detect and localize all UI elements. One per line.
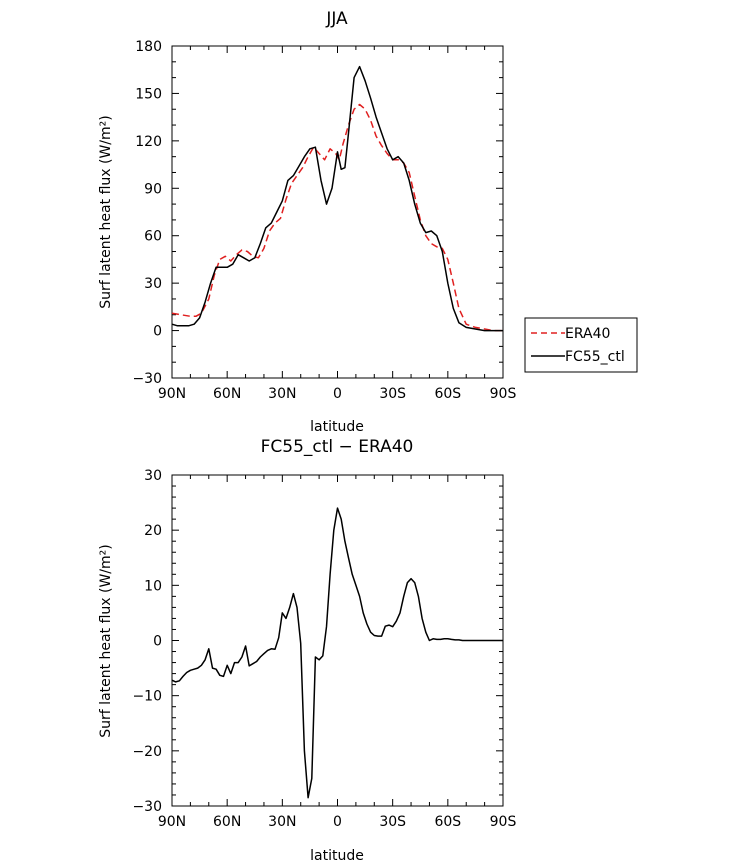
legend-label-fc55-ctl: FC55_ctl (565, 349, 625, 365)
bottom-chart-x-axis-label: latitude (310, 848, 364, 864)
top-y-tick-label: 60 (144, 229, 162, 245)
bottom-x-tick-label: 30N (268, 814, 296, 830)
top-x-tick-label: 60S (434, 386, 461, 402)
top-series-line-fc55-ctl (171, 65, 503, 332)
top-y-tick-label: 150 (135, 86, 162, 102)
top-y-tick-label: 90 (144, 181, 162, 197)
top-x-tick-label: 90N (158, 386, 186, 402)
legend-label-era40: ERA40 (565, 326, 610, 342)
bottom-series-line-difference (171, 507, 503, 799)
bottom-chart-frame (171, 474, 504, 807)
bottom-x-tick-label: 60S (434, 814, 461, 830)
bottom-x-tick-label: 90N (158, 814, 186, 830)
bottom-y-tick-label: 30 (144, 468, 162, 484)
top-y-tick-label: 120 (135, 134, 162, 150)
bottom-x-tick-label: 90S (490, 814, 517, 830)
bottom-y-tick-label: 20 (144, 523, 162, 539)
bottom-y-tick-label: 10 (144, 578, 162, 594)
top-chart-legend: ERA40 FC55_ctl (524, 317, 638, 373)
top-chart-frame (171, 45, 504, 379)
bottom-y-tick-label: −30 (132, 799, 162, 815)
top-x-tick-label: 0 (333, 386, 342, 402)
top-chart-x-axis-label: latitude (310, 419, 364, 435)
bottom-x-tick-label: 0 (333, 814, 342, 830)
bottom-y-tick-label: −10 (132, 689, 162, 705)
top-x-tick-label: 60N (213, 386, 241, 402)
top-chart-y-axis-label: Surf latent heat flux (W/m²) (98, 115, 114, 308)
top-x-tick-label: 90S (490, 386, 517, 402)
top-chart-title: JJA (325, 9, 348, 29)
bottom-chart-y-axis-label: Surf latent heat flux (W/m²) (98, 544, 114, 737)
top-y-tick-label: 180 (135, 39, 162, 55)
bottom-chart-title: FC55_ctl − ERA40 (261, 437, 414, 457)
top-x-tick-label: 30N (268, 386, 296, 402)
bottom-y-tick-label: 0 (153, 634, 162, 650)
top-y-tick-label: 30 (144, 276, 162, 292)
top-y-tick-label: −30 (132, 371, 162, 387)
bottom-y-tick-label: −20 (132, 744, 162, 760)
top-series-line-era40 (171, 103, 503, 332)
bottom-x-tick-label: 30S (379, 814, 406, 830)
bottom-x-tick-label: 60N (213, 814, 241, 830)
top-x-tick-label: 30S (379, 386, 406, 402)
top-y-tick-label: 0 (153, 324, 162, 340)
legend-box (524, 317, 638, 373)
